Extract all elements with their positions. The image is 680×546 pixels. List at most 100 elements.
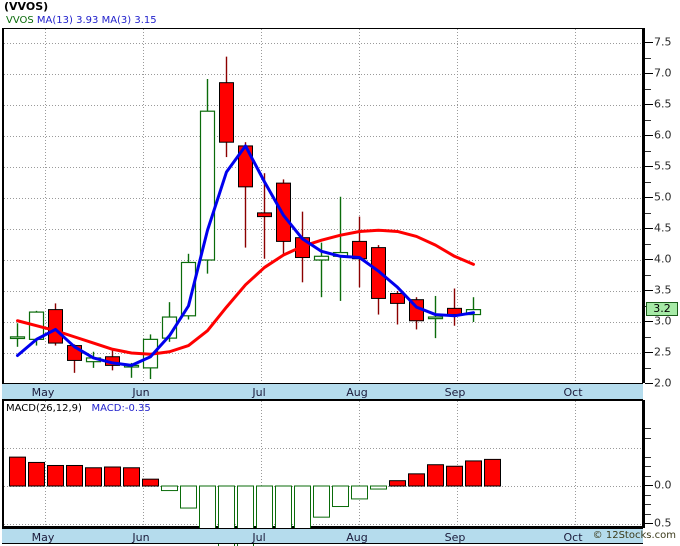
- macd-legend-value: MACD:-0.35: [91, 403, 151, 414]
- macd-histogram-bar: [389, 480, 406, 487]
- macd-tick-minor: [645, 466, 651, 467]
- macd-tick: [645, 485, 653, 486]
- price-tick: [645, 259, 653, 260]
- legend-symbol: VVOS: [6, 15, 34, 26]
- macd-tick-minor: [645, 475, 651, 477]
- price-tick: [645, 290, 653, 291]
- ma-short-line: [16, 144, 475, 367]
- macd-histogram-bar: [28, 461, 45, 487]
- price-tick-minor: [645, 212, 651, 214]
- macd-histogram-bar: [484, 458, 501, 487]
- macd-legend-label: MACD(26,12,9): [6, 403, 82, 414]
- price-tick-minor: [645, 367, 651, 369]
- candle-body: [257, 212, 272, 218]
- price-tick-minor: [645, 150, 651, 152]
- price-tick: [645, 352, 653, 353]
- candle-body: [48, 309, 63, 344]
- price-x-tick-label: Aug: [346, 386, 368, 399]
- macd-x-tick-label: Jun: [132, 531, 150, 544]
- macd-histogram-bar: [9, 456, 26, 487]
- price-tick: [645, 104, 653, 105]
- candlestick: [105, 349, 120, 371]
- macd-histogram-bar: [123, 467, 140, 487]
- candlestick: [371, 245, 386, 315]
- macd-histogram-bar: [142, 478, 159, 487]
- price-tick: [645, 228, 653, 229]
- macd-histogram-bar: [313, 485, 330, 518]
- candlestick: [257, 173, 272, 259]
- price-tick-label: 5.5: [654, 159, 672, 173]
- macd-histogram-bar: [104, 466, 121, 487]
- price-tick-label: 3.5: [654, 283, 672, 297]
- macd-tick-minor: [645, 428, 651, 429]
- macd-tick-minor: [645, 494, 651, 496]
- macd-tick-label: 0.5: [654, 516, 672, 530]
- price-tick-minor: [645, 181, 651, 183]
- legend-ma-short-label: MA(3): [101, 15, 132, 26]
- price-x-tick-label: Sep: [444, 386, 466, 399]
- macd-histogram-bar: [66, 464, 83, 487]
- price-tick-label: 4.0: [654, 252, 672, 266]
- candlestick: [352, 216, 367, 288]
- macd-histogram-bar: [427, 464, 444, 487]
- price-chart-panel[interactable]: [2, 28, 643, 385]
- candlestick: [238, 142, 253, 248]
- price-tick-label: 7.5: [654, 35, 672, 49]
- macd-chart-canvas: [4, 401, 643, 546]
- price-x-tick-label: Oct: [563, 386, 583, 399]
- candlestick: [427, 295, 444, 339]
- macd-tick-minor: [645, 456, 651, 458]
- candle-body: [219, 82, 234, 143]
- macd-x-tick-label: Jul: [252, 531, 266, 544]
- macd-y-axis-scale: 0.5 0.0: [643, 400, 680, 530]
- candle-body: [9, 336, 26, 340]
- candlestick: [332, 196, 349, 301]
- candlestick: [447, 288, 462, 326]
- macd-histogram-bar: [47, 464, 64, 487]
- price-x-tick-label: Jun: [132, 386, 150, 399]
- price-tick: [645, 135, 653, 136]
- macd-x-tick-label: Oct: [563, 531, 583, 544]
- price-tick-minor: [645, 336, 651, 338]
- macd-tick-minor: [645, 504, 651, 505]
- price-x-tick-label: May: [31, 386, 55, 399]
- price-tick: [645, 197, 653, 198]
- price-tick-label: 7.0: [654, 66, 672, 80]
- price-tick: [645, 321, 653, 322]
- candle-body: [313, 255, 330, 261]
- price-tick-minor: [645, 243, 651, 245]
- candlestick: [465, 297, 482, 322]
- candle-body: [390, 292, 405, 304]
- price-tick-label: 2.0: [654, 376, 672, 390]
- price-tick-label: 4.5: [654, 221, 672, 235]
- price-tick: [645, 383, 653, 384]
- page-title: (VVOS): [4, 0, 49, 13]
- candlestick: [390, 291, 405, 325]
- price-legend: VVOS MA(13) 3.93 MA(3) 3.15: [6, 15, 157, 26]
- title-bar: (VVOS): [0, 0, 680, 14]
- macd-histogram-bar: [351, 485, 368, 500]
- macd-histogram-bar: [332, 485, 349, 508]
- candlestick: [276, 179, 291, 256]
- candlestick: [9, 323, 26, 347]
- price-x-tick-label: Jul: [252, 386, 266, 399]
- price-tick: [645, 73, 653, 74]
- price-chart-canvas: [4, 29, 643, 385]
- candle-body: [276, 182, 291, 242]
- candle-body: [427, 316, 444, 320]
- macd-histogram-bar: [180, 485, 197, 509]
- candlestick: [219, 56, 234, 158]
- candlestick: [48, 303, 63, 346]
- legend-ma-short-value: 3.15: [134, 15, 157, 26]
- price-tick-label: 6.5: [654, 97, 672, 111]
- macd-x-tick-label: May: [31, 531, 55, 544]
- macd-histogram-bar: [446, 465, 463, 487]
- macd-chart-panel[interactable]: [2, 400, 643, 546]
- macd-x-axis: May Jun Jul Aug Sep Oct: [2, 528, 643, 544]
- price-tick: [645, 166, 653, 167]
- legend-ma-long-value: 3.93: [76, 15, 99, 26]
- candle-body: [199, 110, 216, 261]
- macd-legend: MACD(26,12,9) MACD:-0.35: [6, 403, 151, 414]
- ma-long-line: [16, 228, 475, 356]
